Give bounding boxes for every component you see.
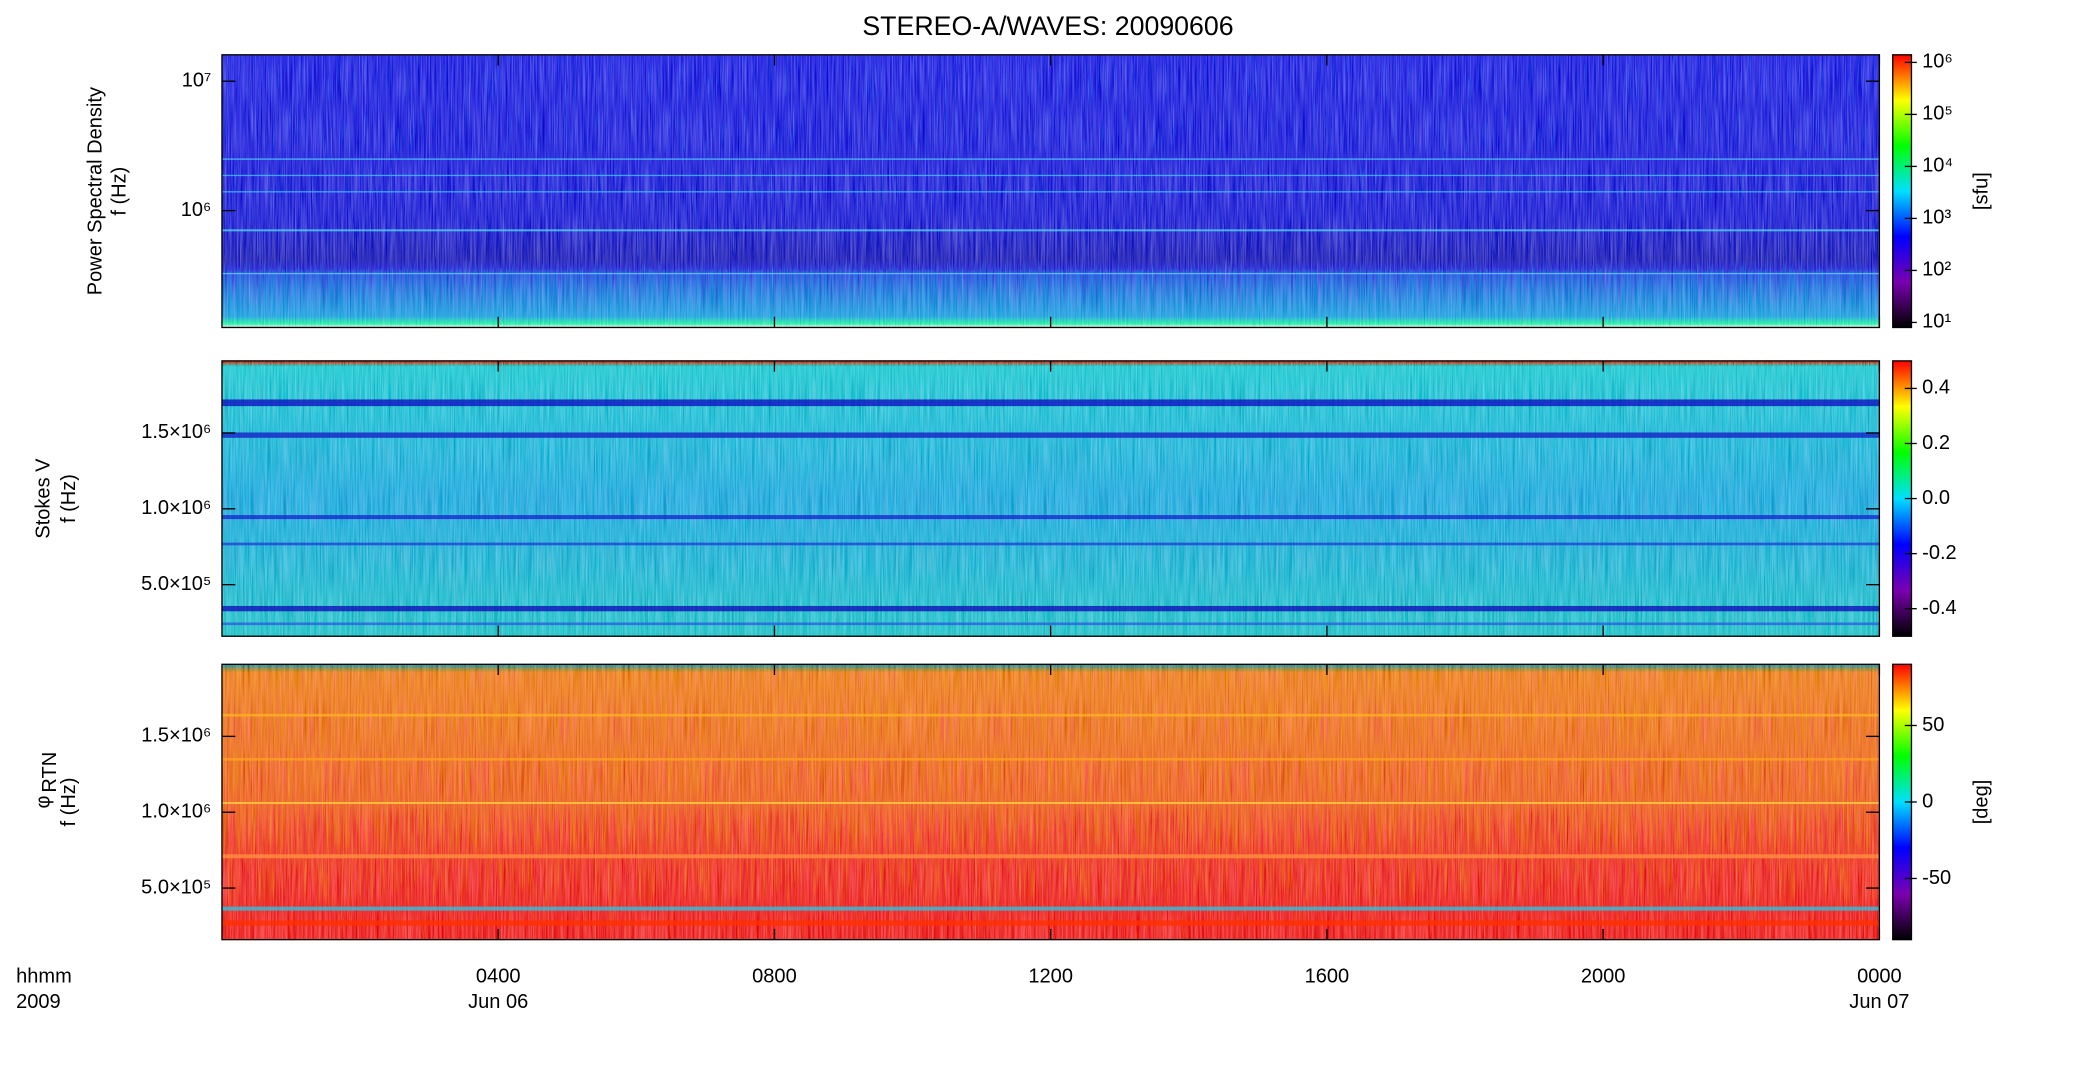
y-tick-label: 1.5×10⁶ (141, 725, 211, 747)
spectrogram-feature (221, 542, 1880, 546)
colorbar-tick-label: 10⁴ (1922, 155, 1953, 177)
y-tick-label: 10⁷ (182, 70, 212, 92)
colorbar-tick-label: 10³ (1922, 207, 1951, 229)
y-tick-label: 1.0×10⁶ (141, 497, 211, 519)
spectrogram-feature (221, 174, 1880, 177)
colorbar-tick-label: 0.0 (1922, 487, 1950, 509)
colorbar-tick-label: 10⁶ (1922, 51, 1953, 73)
colorbar-tick-label: 0.4 (1922, 377, 1950, 399)
spectrogram-feature (221, 757, 1880, 761)
y-tick-label: 5.0×10⁵ (141, 573, 211, 595)
x-date-label: Jun 07 (1849, 991, 1909, 1013)
x-axis-label: 2009 (16, 991, 61, 1013)
y-axis-label-subscript: RTN (39, 752, 61, 793)
colorbar-tick-label: -50 (1922, 867, 1951, 889)
y-axis-label: φ (32, 795, 54, 808)
spectrogram-feature (221, 191, 1880, 193)
y-axis-label: Stokes V (32, 458, 54, 539)
x-axis-label: hhmm (16, 965, 72, 987)
x-date-label: Jun 06 (468, 991, 528, 1013)
y-tick-label: 10⁶ (181, 199, 212, 221)
colorbar-tick-label: 10¹ (1922, 311, 1951, 333)
x-tick-label: 2000 (1581, 965, 1626, 987)
x-tick-label: 0000 (1857, 965, 1902, 987)
x-tick-label: 1200 (1028, 965, 1073, 987)
spectrogram-feature (221, 515, 1880, 520)
spectrogram-feature (221, 622, 1880, 626)
y-tick-label: 5.0×10⁵ (141, 876, 211, 898)
x-tick-label: 1600 (1305, 965, 1350, 987)
colorbar-tick-label: 10⁵ (1922, 103, 1953, 125)
colorbar-label: [sfu] (1971, 172, 1993, 210)
x-tick-label: 0800 (752, 965, 797, 987)
spectrogram-feature (221, 605, 1880, 612)
y-axis-label: Power Spectral Density (85, 87, 107, 295)
colorbar-tick-label: 50 (1922, 714, 1944, 736)
spectrogram-feature (221, 399, 1880, 407)
y-axis-label: f (Hz) (109, 167, 131, 216)
spectrogram-feature (221, 801, 1880, 804)
spectrogram-feature (221, 920, 1880, 926)
colorbar (1892, 54, 1913, 329)
y-axis-label: f (Hz) (58, 474, 80, 523)
y-tick-label: 1.0×10⁶ (141, 801, 211, 823)
colorbar-tick-label: -0.2 (1922, 542, 1957, 564)
spectrogram-feature (221, 272, 1880, 275)
y-tick-label: 1.5×10⁶ (141, 421, 211, 443)
colorbar-tick-label: 10² (1922, 259, 1951, 281)
spectrogram-feature (221, 158, 1880, 160)
colorbar-tick-label: -0.4 (1922, 597, 1957, 619)
spectrogram-feature (221, 229, 1880, 232)
spectrogram-feature (221, 713, 1880, 717)
spectrogram-feature (221, 854, 1880, 859)
x-tick-label: 0400 (476, 965, 521, 987)
colorbar-label: [deg] (1971, 780, 1993, 825)
spectrogram-image (221, 360, 1880, 637)
spectrogram-feature (221, 432, 1880, 438)
colorbar-tick-label: 0 (1922, 790, 1933, 812)
spectrogram-feature (221, 906, 1880, 911)
y-axis-label: f (Hz) (58, 777, 80, 826)
chart-title: STEREO-A/WAVES: 20090606 (862, 11, 1233, 41)
colorbar-tick-label: 0.2 (1922, 432, 1950, 454)
